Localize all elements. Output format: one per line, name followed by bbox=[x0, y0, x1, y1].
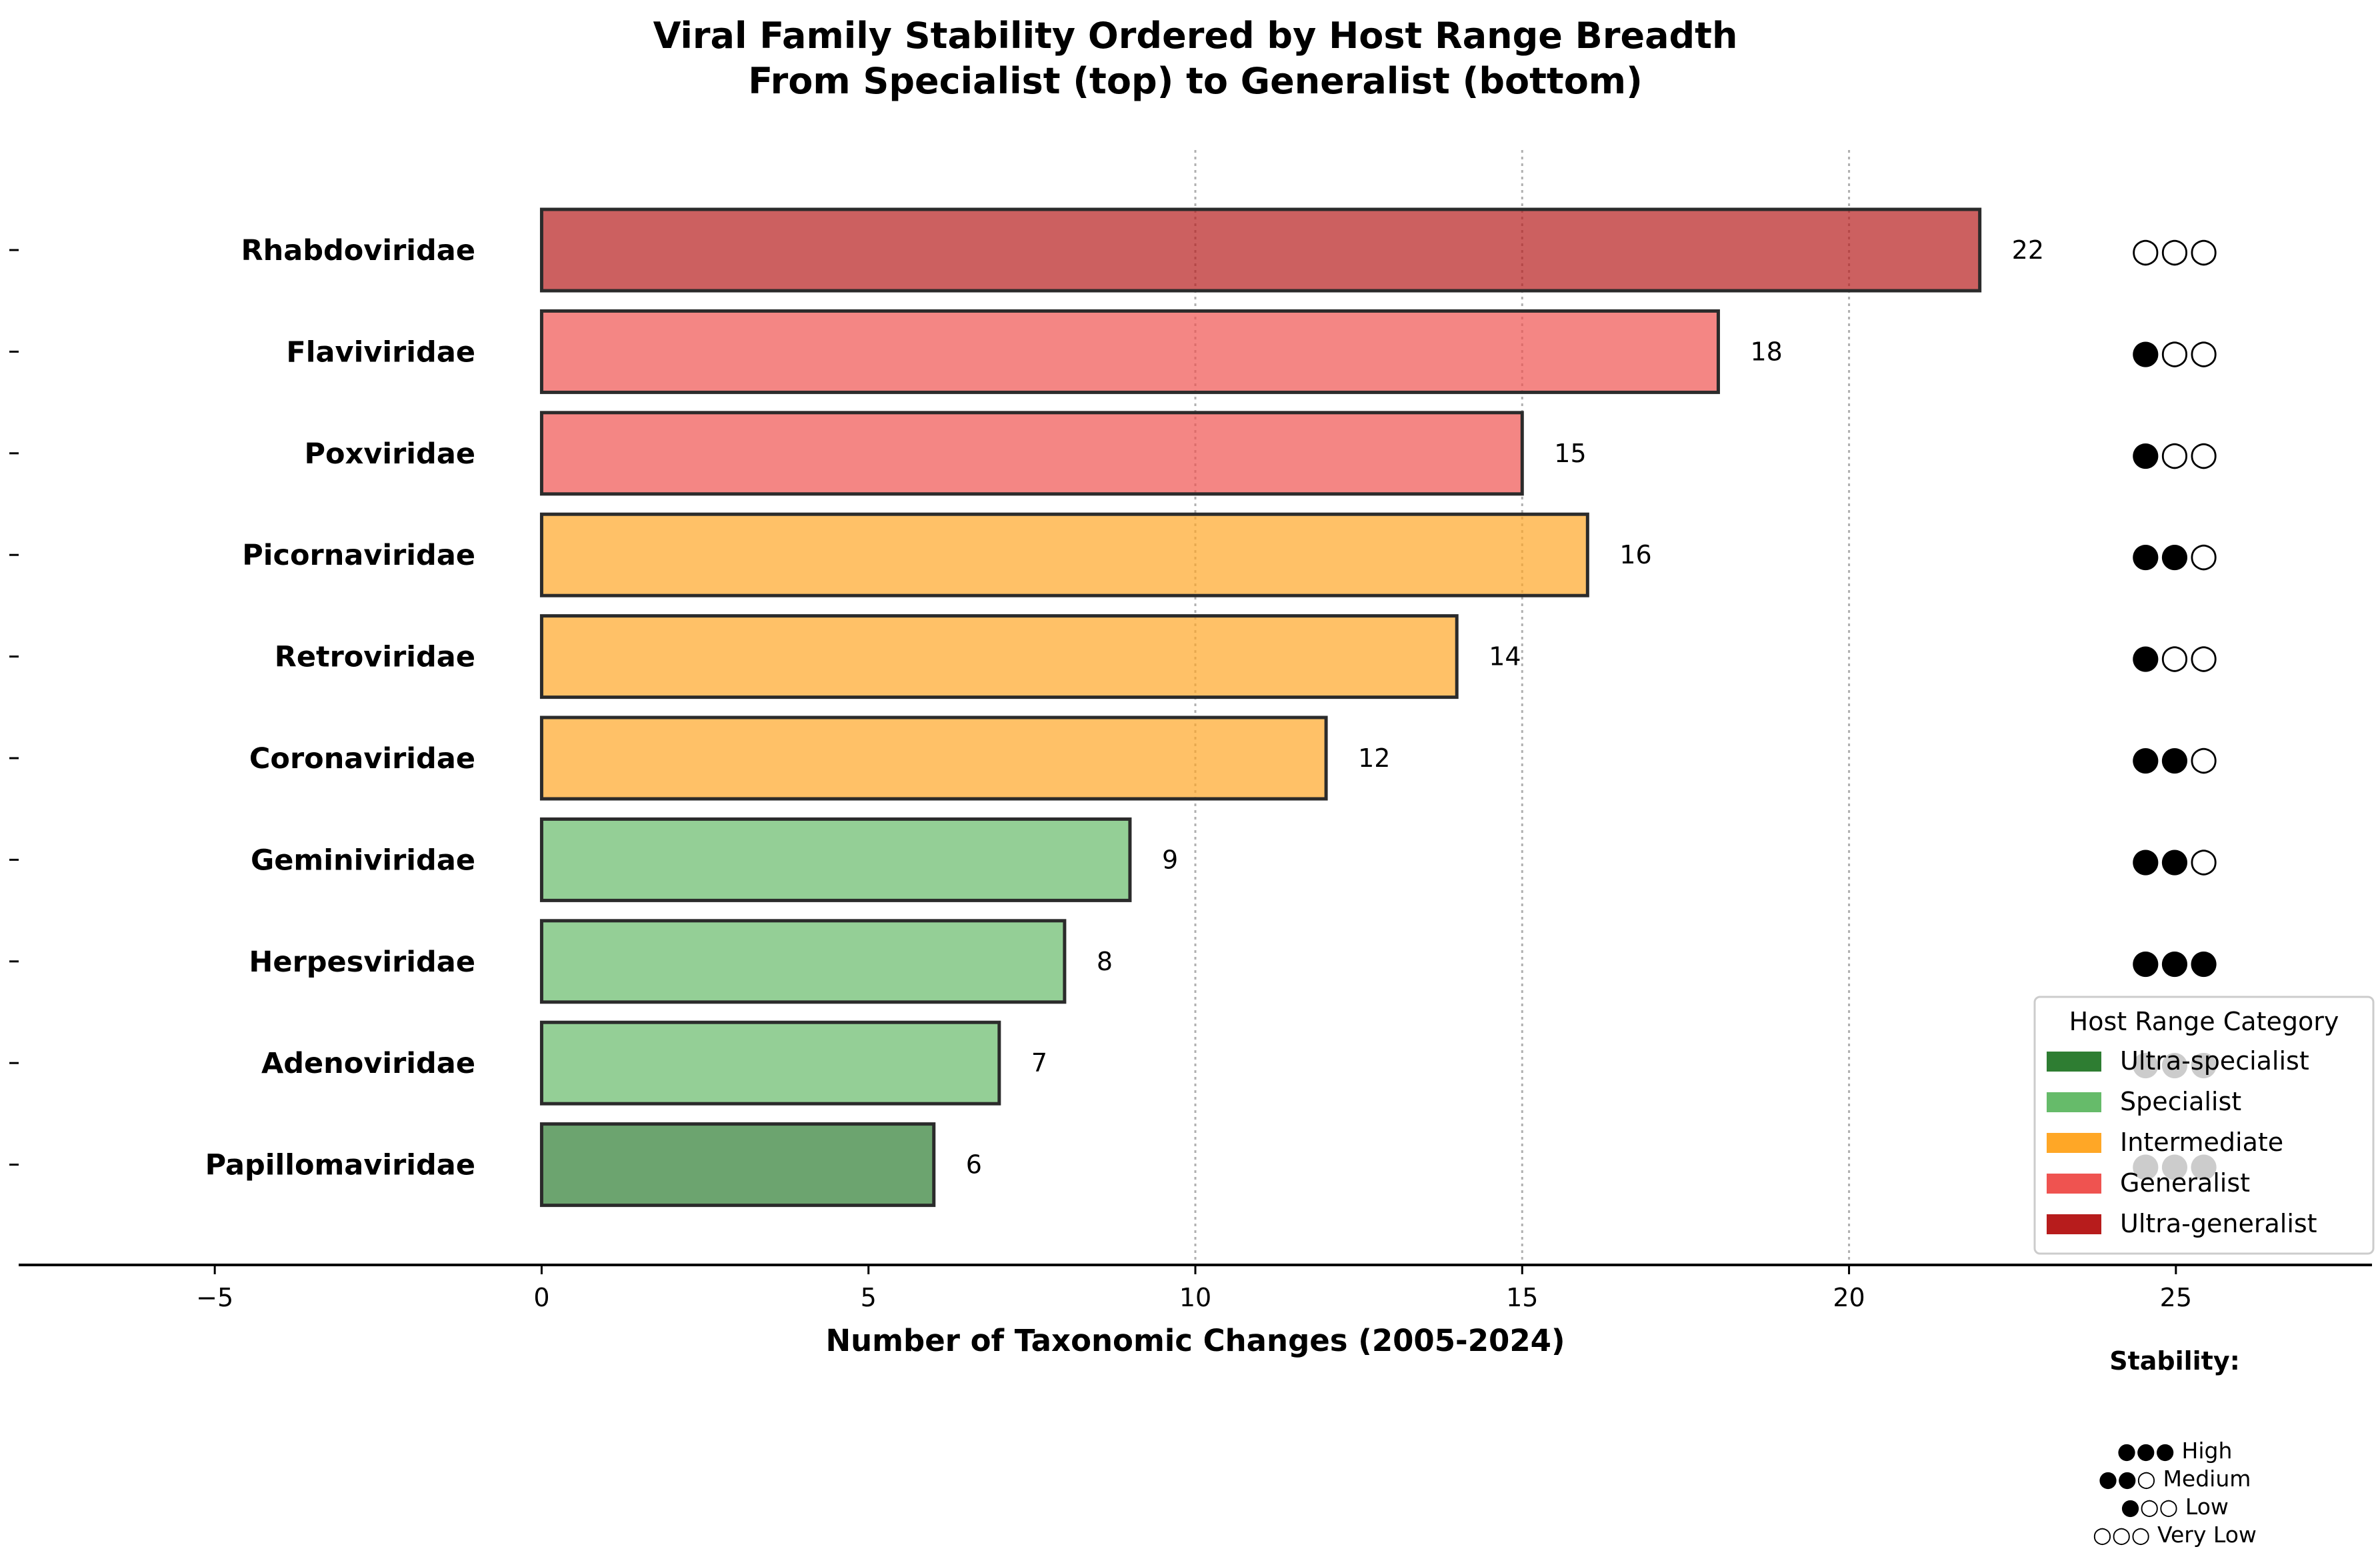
value-label: 8 bbox=[1097, 947, 1113, 976]
value-label: 16 bbox=[1619, 540, 1651, 569]
stability-key: Stability: ●●● High●●○ Medium●○○ Low○○○ V… bbox=[2093, 1346, 2257, 1548]
x-tick-label: 5 bbox=[861, 1283, 877, 1312]
stability-marker: ○○○ bbox=[2131, 231, 2219, 269]
x-axis: −5 0 5 10 15 20 25 bbox=[19, 1264, 2372, 1312]
category-label-coronaviridae: Coronaviridae bbox=[249, 742, 475, 775]
category-label-picornaviridae: Picornaviridae bbox=[242, 539, 475, 572]
x-tick-label: 10 bbox=[1179, 1283, 1211, 1312]
stability-marker: ●○○ bbox=[2131, 637, 2219, 676]
value-label: 14 bbox=[1489, 642, 1521, 671]
legend-swatch-ultra-generalist bbox=[2047, 1214, 2101, 1234]
legend-label-ultra-specialist: Ultra-specialist bbox=[2120, 1046, 2309, 1076]
stability-marker: ●○○ bbox=[2131, 332, 2219, 371]
legend-label-specialist: Specialist bbox=[2120, 1087, 2241, 1116]
bar-herpesviridae bbox=[539, 919, 1067, 1004]
stability-marker: ●●○ bbox=[2131, 535, 2219, 574]
x-tick-label: 15 bbox=[1506, 1283, 1538, 1312]
bar-poxviridae bbox=[539, 411, 1524, 496]
legend: Host Range Category Ultra-specialist Speci… bbox=[2033, 996, 2375, 1255]
legend-label-intermediate: Intermediate bbox=[2120, 1128, 2283, 1157]
x-tick-label: 20 bbox=[1833, 1283, 1865, 1312]
value-label: 7 bbox=[1031, 1048, 1047, 1078]
y-tick-marks bbox=[9, 249, 19, 1166]
stability-marker: ●●● bbox=[2131, 942, 2219, 981]
stability-key-line: ●●○ Medium bbox=[2099, 1466, 2251, 1492]
x-tick-label: −5 bbox=[196, 1283, 233, 1312]
legend-swatch-generalist bbox=[2047, 1174, 2101, 1194]
category-labels: Rhabdoviridae Flaviviridae Poxviridae Picor… bbox=[205, 234, 475, 1182]
x-tick-label: 0 bbox=[533, 1283, 549, 1312]
bar-rhabdoviridae bbox=[539, 207, 1982, 293]
value-label: 15 bbox=[1554, 439, 1586, 468]
stability-key-line: ●○○ Low bbox=[2121, 1494, 2229, 1520]
bar-picornaviridae bbox=[539, 512, 1589, 597]
stability-marker: ●●○ bbox=[2131, 840, 2219, 879]
stability-marker: ●●○ bbox=[2131, 739, 2219, 777]
stability-key-line: ●●● High bbox=[2117, 1438, 2233, 1464]
value-label: 12 bbox=[1358, 743, 1390, 773]
bar-retroviridae bbox=[539, 614, 1459, 699]
category-label-rhabdoviridae: Rhabdoviridae bbox=[241, 234, 475, 267]
grid-lines bbox=[1194, 150, 1851, 1265]
legend-swatch-intermediate bbox=[2047, 1133, 2101, 1153]
value-label: 18 bbox=[1750, 337, 1782, 366]
legend-swatch-ultra-specialist bbox=[2047, 1052, 2101, 1072]
bars bbox=[539, 207, 1982, 1208]
legend-label-generalist: Generalist bbox=[2120, 1168, 2250, 1198]
category-label-poxviridae: Poxviridae bbox=[305, 437, 475, 471]
category-label-retroviridae: Retroviridae bbox=[275, 641, 475, 674]
legend-swatch-specialist bbox=[2047, 1092, 2101, 1112]
category-label-geminiviridae: Geminiviridae bbox=[251, 844, 475, 877]
bar-geminiviridae bbox=[539, 817, 1132, 902]
value-label: 6 bbox=[966, 1150, 982, 1180]
bar-papillomaviridae bbox=[539, 1122, 936, 1208]
bar-flaviviridae bbox=[539, 309, 1720, 394]
value-labels: 22 18 15 16 14 12 9 8 7 6 bbox=[966, 235, 2044, 1180]
chart-title: Viral Family Stability Ordered by Host R… bbox=[653, 15, 1738, 57]
stability-key-line: ○○○ Very Low bbox=[2093, 1522, 2257, 1548]
category-label-flaviviridae: Flaviviridae bbox=[286, 335, 475, 369]
legend-label-ultra-generalist: Ultra-generalist bbox=[2120, 1209, 2317, 1238]
stability-marker: ●○○ bbox=[2131, 434, 2219, 473]
category-label-herpesviridae: Herpesviridae bbox=[249, 946, 475, 979]
x-axis-label: Number of Taxonomic Changes (2005-2024) bbox=[825, 1323, 1565, 1358]
bar-adenoviridae bbox=[539, 1020, 1001, 1106]
chart-subtitle: From Specialist (top) to Generalist (bot… bbox=[748, 60, 1643, 102]
legend-frame bbox=[2033, 996, 2375, 1255]
value-label: 22 bbox=[2012, 235, 2044, 265]
x-tick-label: 25 bbox=[2160, 1283, 2192, 1312]
bar-coronaviridae bbox=[539, 715, 1328, 801]
stability-key-title: Stability: bbox=[2109, 1346, 2240, 1376]
legend-title: Host Range Category bbox=[2069, 1007, 2339, 1036]
category-label-adenoviridae: Adenoviridae bbox=[261, 1047, 475, 1080]
value-label: 9 bbox=[1162, 845, 1178, 874]
category-label-papillomaviridae: Papillomaviridae bbox=[205, 1149, 475, 1182]
